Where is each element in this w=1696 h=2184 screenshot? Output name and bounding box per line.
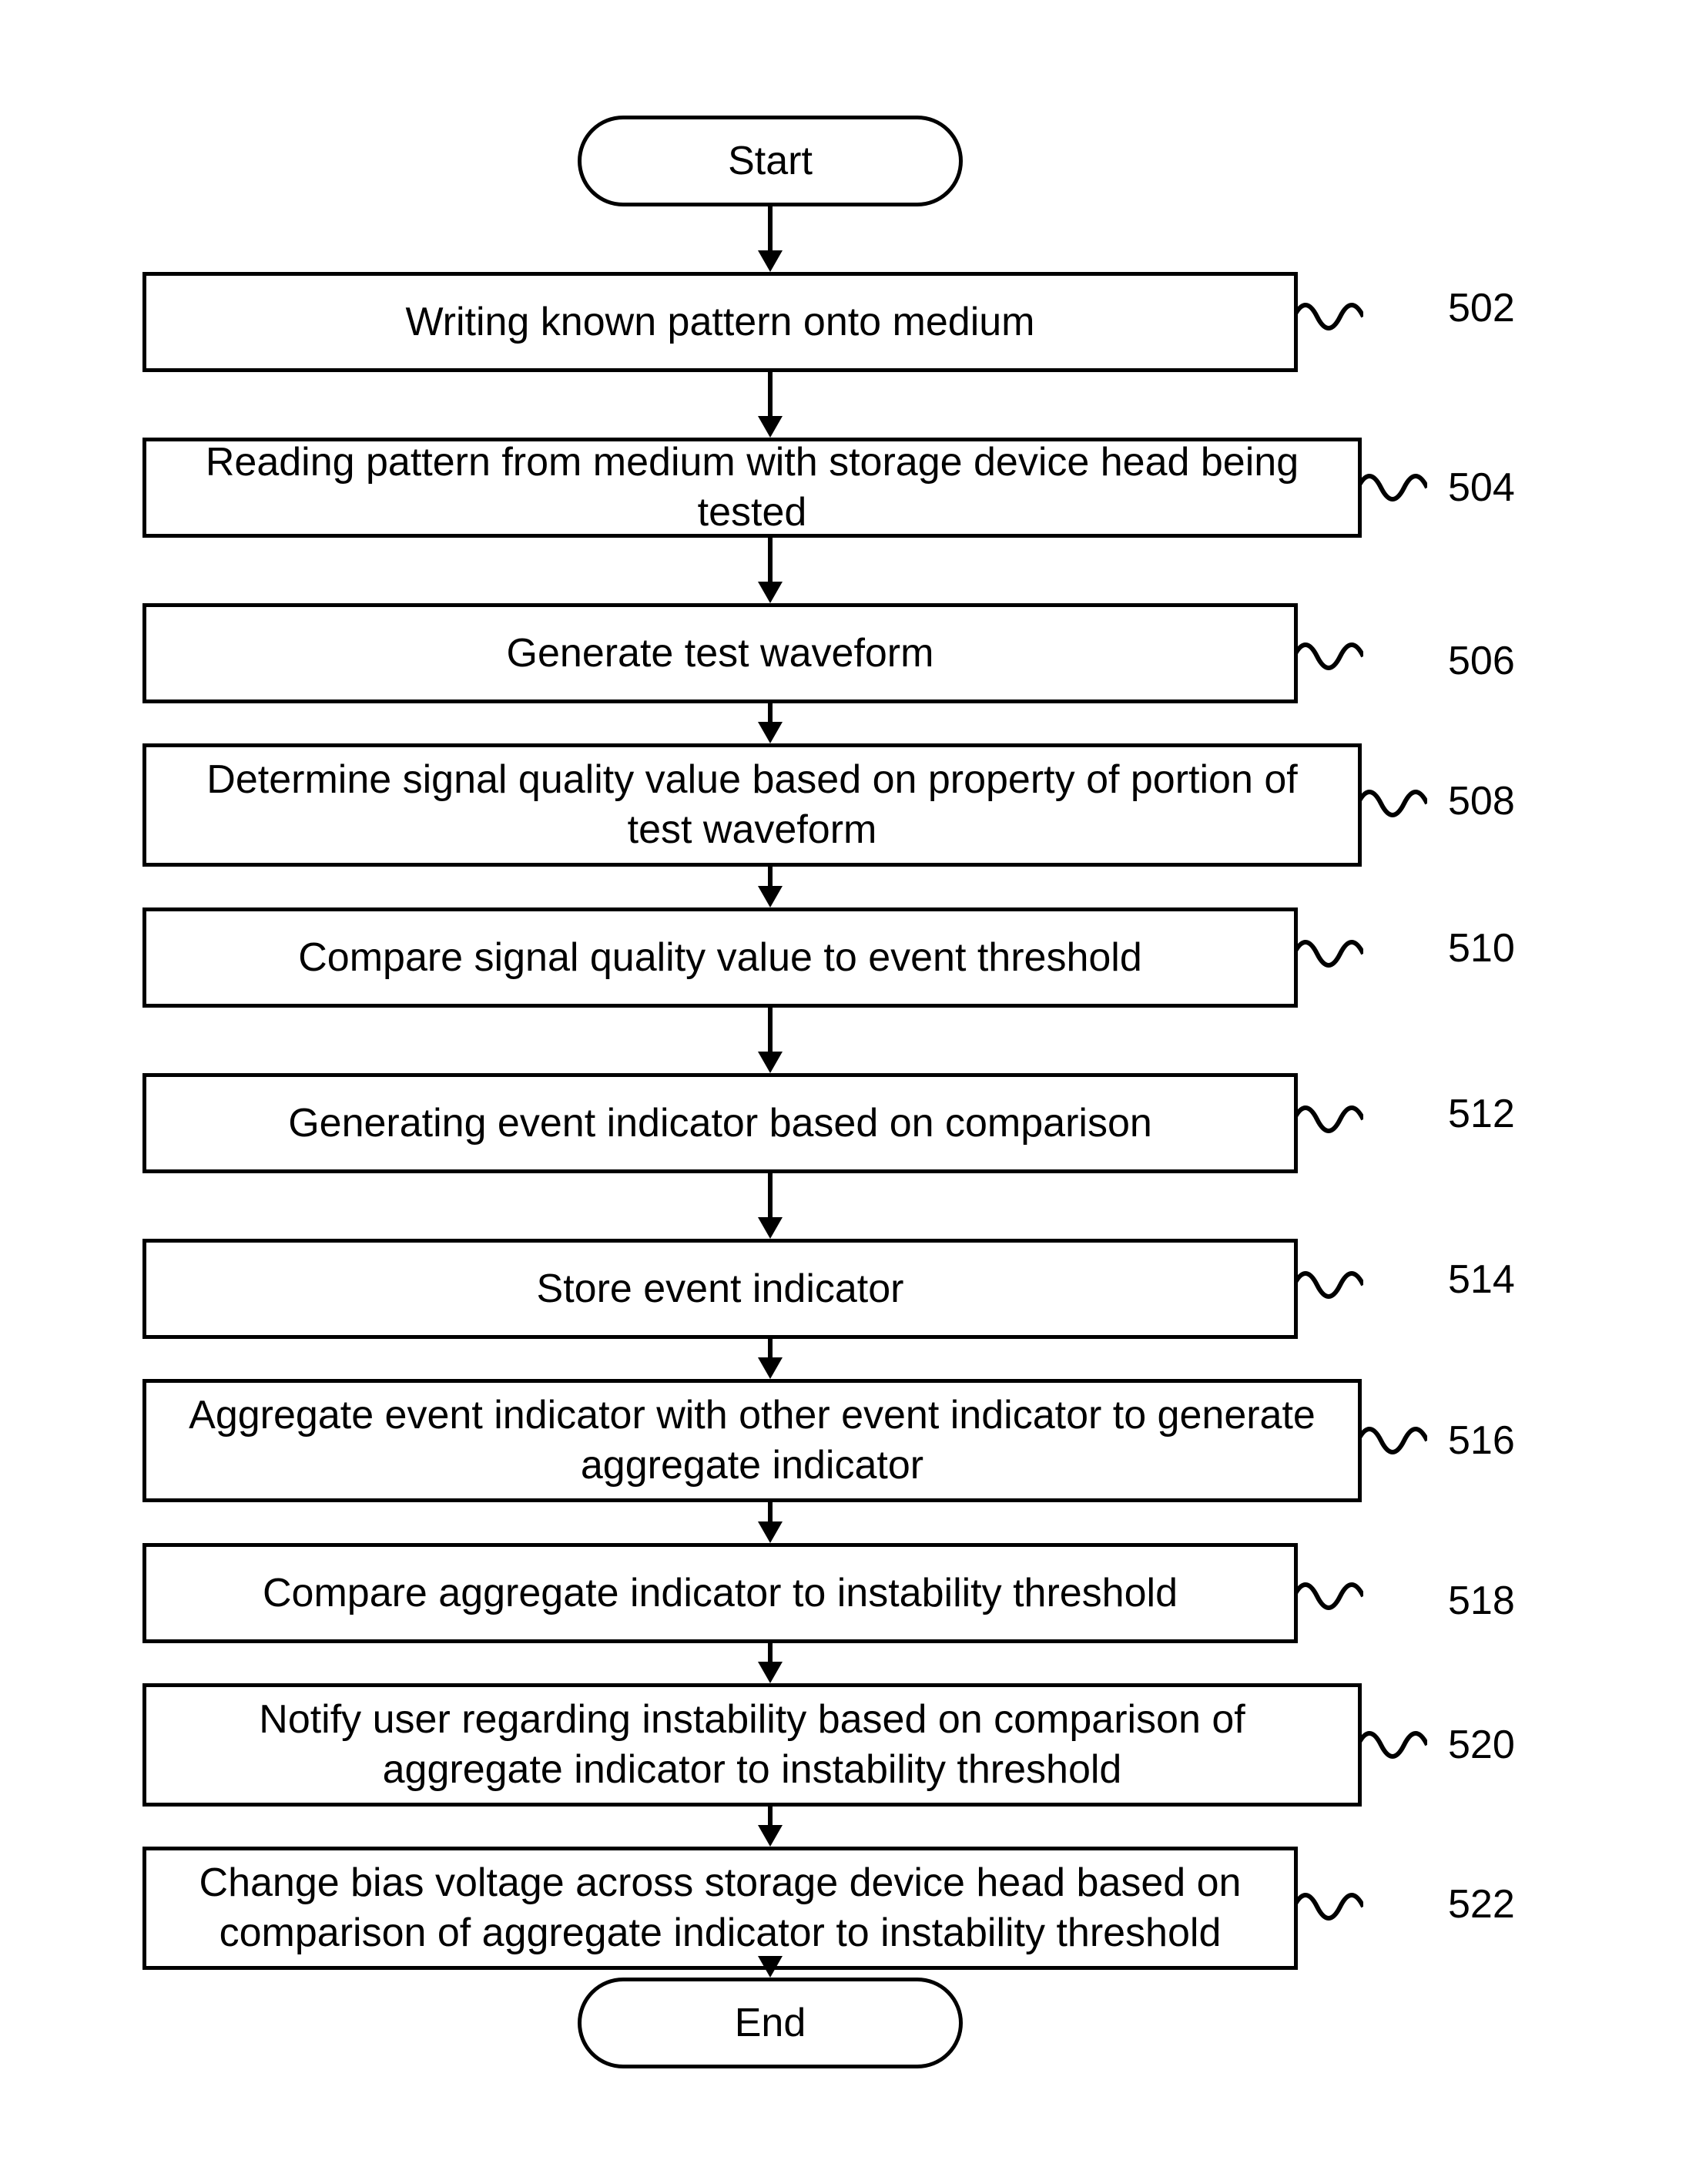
process-step-522: Change bias voltage across storage devic… — [142, 1847, 1298, 1970]
step-label-516: Aggregate event indicator with other eve… — [169, 1391, 1335, 1491]
reference-label-514: 514 — [1448, 1256, 1515, 1303]
flow-arrow — [768, 1807, 773, 1827]
process-step-502: Writing known pattern onto medium — [142, 272, 1298, 372]
arrowhead-icon — [758, 1956, 783, 1978]
reference-connector-icon — [1358, 1421, 1427, 1460]
process-step-510: Compare signal quality value to event th… — [142, 907, 1298, 1008]
arrowhead-icon — [758, 1521, 783, 1543]
step-label-504: Reading pattern from medium with storage… — [169, 438, 1335, 538]
step-label-512: Generating event indicator based on comp… — [288, 1099, 1152, 1149]
process-step-506: Generate test waveform — [142, 603, 1298, 703]
process-step-508: Determine signal quality value based on … — [142, 743, 1362, 867]
arrowhead-icon — [758, 1825, 783, 1847]
arrowhead-icon — [758, 250, 783, 272]
step-label-510: Compare signal quality value to event th… — [298, 933, 1142, 983]
flow-arrow — [768, 206, 773, 252]
reference-connector-icon — [1358, 1726, 1427, 1764]
process-step-504: Reading pattern from medium with storage… — [142, 438, 1362, 538]
end-label: End — [735, 2000, 806, 2046]
reference-label-516: 516 — [1448, 1417, 1515, 1464]
arrowhead-icon — [758, 1662, 783, 1683]
flow-arrow — [768, 1502, 773, 1523]
flow-arrow — [768, 703, 773, 723]
arrowhead-icon — [758, 722, 783, 743]
reference-connector-icon — [1294, 1266, 1363, 1304]
flow-arrow — [768, 1008, 773, 1053]
reference-connector-icon — [1294, 934, 1363, 973]
step-label-520: Notify user regarding instability based … — [169, 1695, 1335, 1795]
step-label-514: Store event indicator — [537, 1264, 904, 1314]
step-label-522: Change bias voltage across storage devic… — [169, 1858, 1271, 1958]
flowchart-canvas: Start Writing known pattern onto medium 50… — [0, 0, 1696, 2184]
process-step-520: Notify user regarding instability based … — [142, 1683, 1362, 1807]
start-terminal: Start — [578, 116, 963, 206]
process-step-516: Aggregate event indicator with other eve… — [142, 1379, 1362, 1502]
reference-connector-icon — [1358, 784, 1427, 823]
flow-arrow — [768, 1173, 773, 1219]
reference-label-506: 506 — [1448, 638, 1515, 684]
reference-connector-icon — [1294, 1887, 1363, 1926]
process-step-512: Generating event indicator based on comp… — [142, 1073, 1298, 1173]
reference-label-504: 504 — [1448, 465, 1515, 511]
reference-connector-icon — [1294, 1100, 1363, 1139]
step-label-518: Compare aggregate indicator to instabili… — [263, 1568, 1178, 1619]
flow-arrow — [768, 867, 773, 887]
arrowhead-icon — [758, 582, 783, 603]
process-step-514: Store event indicator — [142, 1239, 1298, 1339]
reference-label-522: 522 — [1448, 1881, 1515, 1927]
step-label-506: Generate test waveform — [507, 629, 934, 679]
end-terminal: End — [578, 1978, 963, 2068]
reference-label-512: 512 — [1448, 1091, 1515, 1137]
reference-connector-icon — [1294, 1577, 1363, 1615]
flow-arrow — [768, 1339, 773, 1359]
arrowhead-icon — [758, 1357, 783, 1379]
start-label: Start — [728, 138, 813, 184]
reference-label-518: 518 — [1448, 1578, 1515, 1624]
reference-label-502: 502 — [1448, 285, 1515, 331]
reference-connector-icon — [1358, 468, 1427, 507]
flow-arrow — [768, 1643, 773, 1663]
reference-label-520: 520 — [1448, 1722, 1515, 1768]
reference-connector-icon — [1294, 297, 1363, 336]
step-label-508: Determine signal quality value based on … — [169, 755, 1335, 855]
step-label-502: Writing known pattern onto medium — [406, 297, 1035, 347]
arrowhead-icon — [758, 1052, 783, 1073]
arrowhead-icon — [758, 1217, 783, 1239]
arrowhead-icon — [758, 416, 783, 438]
arrowhead-icon — [758, 886, 783, 907]
reference-connector-icon — [1294, 637, 1363, 676]
flow-arrow — [768, 538, 773, 583]
reference-label-508: 508 — [1448, 778, 1515, 824]
process-step-518: Compare aggregate indicator to instabili… — [142, 1543, 1298, 1643]
reference-label-510: 510 — [1448, 925, 1515, 971]
flow-arrow — [768, 372, 773, 418]
